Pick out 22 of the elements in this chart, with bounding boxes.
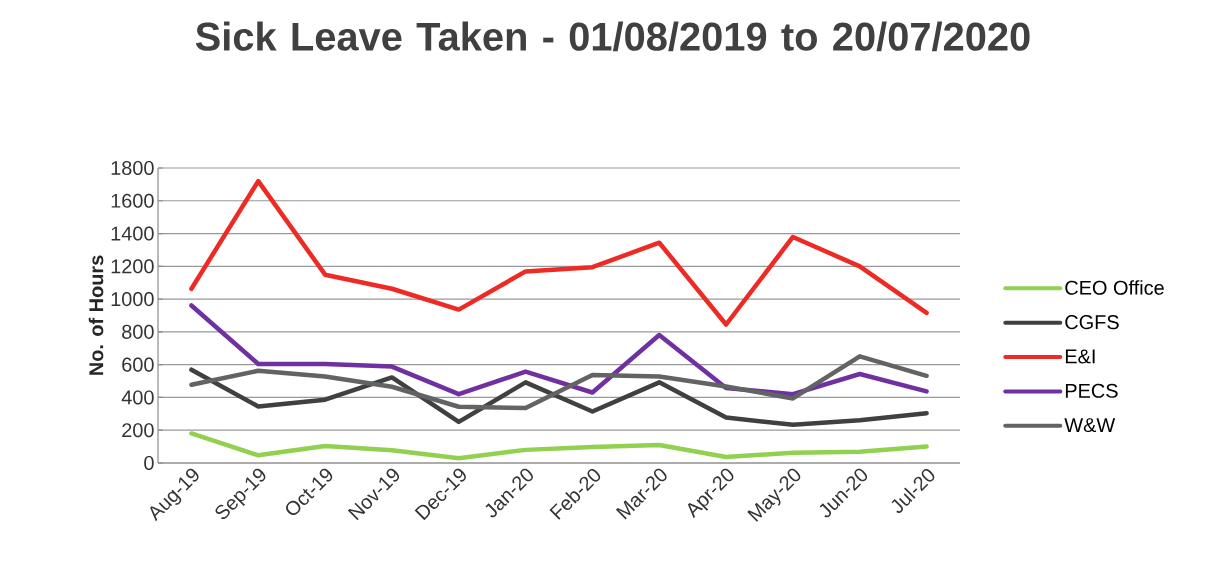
legend-label: CEO Office — [1065, 280, 1164, 295]
line-series — [189, 367, 929, 428]
legend-label: CGFS — [1065, 315, 1119, 330]
y-tick-label: 800 — [122, 324, 154, 339]
y-tick-label: 400 — [121, 390, 154, 405]
line-series — [189, 178, 929, 327]
legend-label: E&I — [1065, 349, 1095, 364]
y-tick-label: 1000 — [111, 292, 154, 307]
y-tick-label: 1600 — [111, 193, 154, 208]
y-tick-label: 200 — [122, 423, 154, 438]
y-tick-label: 1800 — [111, 160, 154, 176]
chart-title: Sick Leave Taken - 01/08/2019 to 20/07/2020 — [195, 21, 1030, 52]
y-tick-label: 1200 — [111, 259, 154, 274]
legend-label: W&W — [1064, 418, 1116, 433]
line-series — [189, 354, 929, 411]
line-series — [189, 303, 929, 397]
y-tick-label: 600 — [122, 357, 154, 372]
y-axis-title: No. of Hours — [88, 255, 104, 375]
line-series — [189, 431, 929, 461]
y-tick-label: 1400 — [111, 226, 154, 241]
y-tick-label: 0 — [144, 455, 154, 471]
legend-label: PECS — [1065, 383, 1118, 398]
